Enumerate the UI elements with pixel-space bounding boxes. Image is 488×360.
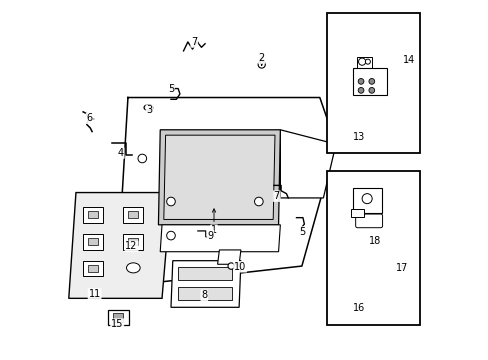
Text: 3: 3: [146, 105, 152, 115]
Circle shape: [365, 59, 369, 64]
FancyBboxPatch shape: [352, 188, 381, 213]
Text: 11: 11: [88, 289, 101, 299]
Circle shape: [166, 197, 175, 206]
Text: 13: 13: [352, 132, 365, 142]
Text: 7: 7: [273, 191, 279, 201]
Text: 2: 2: [258, 53, 264, 63]
FancyBboxPatch shape: [88, 265, 98, 272]
Circle shape: [227, 263, 234, 269]
Polygon shape: [171, 261, 241, 307]
FancyBboxPatch shape: [351, 209, 363, 217]
FancyBboxPatch shape: [88, 211, 98, 218]
Text: 18: 18: [368, 236, 381, 246]
Circle shape: [357, 87, 363, 93]
Text: 10: 10: [234, 262, 246, 272]
Circle shape: [362, 194, 371, 204]
Circle shape: [254, 197, 263, 206]
Circle shape: [368, 87, 374, 93]
FancyBboxPatch shape: [113, 314, 123, 322]
FancyBboxPatch shape: [83, 234, 103, 249]
Polygon shape: [280, 130, 335, 198]
Text: 17: 17: [395, 263, 407, 273]
Text: 5: 5: [167, 84, 174, 94]
FancyBboxPatch shape: [122, 207, 142, 223]
Text: 7: 7: [191, 37, 197, 47]
Circle shape: [368, 78, 374, 84]
Polygon shape: [69, 193, 171, 298]
Polygon shape: [217, 250, 241, 264]
Text: 8: 8: [201, 291, 207, 301]
Text: 16: 16: [352, 303, 365, 314]
Circle shape: [166, 231, 175, 240]
FancyBboxPatch shape: [107, 310, 128, 325]
FancyBboxPatch shape: [178, 287, 231, 300]
FancyBboxPatch shape: [83, 207, 103, 223]
FancyBboxPatch shape: [127, 211, 137, 218]
Text: 4: 4: [118, 148, 123, 158]
Circle shape: [357, 78, 363, 84]
Circle shape: [138, 154, 146, 163]
FancyBboxPatch shape: [326, 171, 419, 325]
Polygon shape: [163, 135, 274, 220]
Polygon shape: [160, 225, 280, 252]
Text: 14: 14: [403, 55, 415, 65]
FancyBboxPatch shape: [178, 267, 231, 280]
Polygon shape: [158, 130, 280, 225]
Text: 5: 5: [298, 227, 305, 237]
Text: 6: 6: [86, 113, 92, 123]
FancyBboxPatch shape: [127, 238, 137, 245]
Text: 1: 1: [210, 225, 217, 235]
FancyBboxPatch shape: [83, 261, 103, 276]
Ellipse shape: [144, 105, 152, 111]
Text: 12: 12: [125, 241, 138, 251]
FancyBboxPatch shape: [355, 214, 382, 228]
FancyBboxPatch shape: [326, 13, 419, 153]
FancyBboxPatch shape: [122, 234, 142, 249]
FancyBboxPatch shape: [356, 57, 371, 69]
FancyBboxPatch shape: [352, 68, 386, 95]
Polygon shape: [121, 98, 335, 284]
Circle shape: [258, 61, 265, 68]
Text: 9: 9: [207, 231, 213, 240]
Ellipse shape: [126, 263, 140, 273]
FancyBboxPatch shape: [88, 238, 98, 245]
Text: 15: 15: [111, 319, 123, 329]
Circle shape: [358, 58, 365, 65]
